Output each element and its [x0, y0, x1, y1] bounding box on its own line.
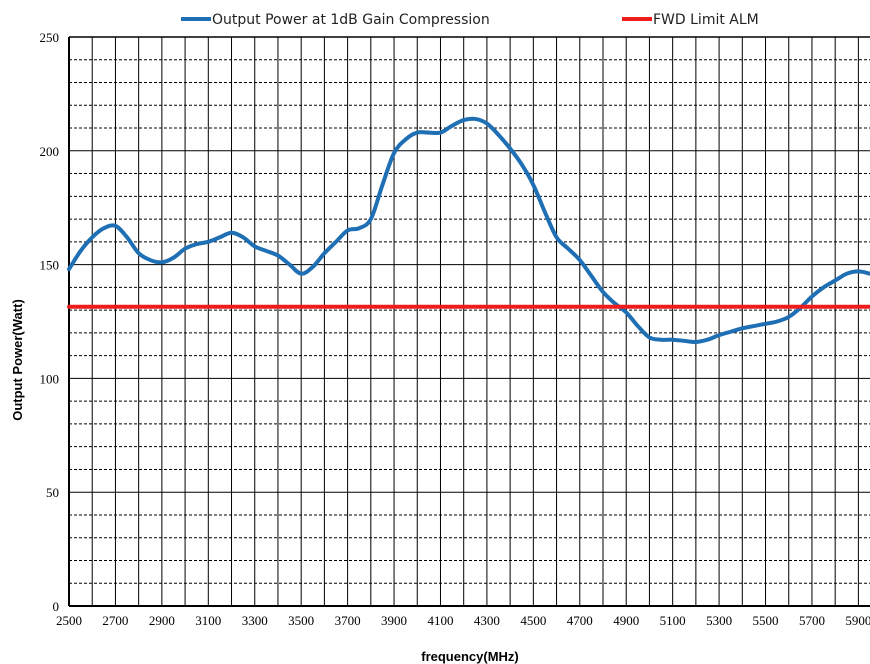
- tick-labels: 0 50 100 150 200 250 2500 2700 2900 3100 3300 3500 3…: [40, 30, 870, 628]
- y-tick-label: 250: [40, 30, 60, 45]
- x-tick-label: 3900: [381, 613, 407, 628]
- x-tick-label: 2500: [56, 613, 82, 628]
- x-tick-label: 3500: [288, 613, 314, 628]
- x-tick-label: 5500: [753, 613, 779, 628]
- x-tick-label: 2700: [102, 613, 128, 628]
- y-tick-label: 100: [40, 371, 60, 386]
- x-tick-label: 4900: [613, 613, 639, 628]
- y-tick-label: 50: [46, 485, 59, 500]
- y-tick-label: 200: [40, 144, 60, 159]
- axes: [68, 37, 870, 607]
- y-tick-label: 0: [53, 599, 60, 614]
- legend-label-output-power: Output Power at 1dB Gain Compression: [212, 12, 490, 28]
- x-tick-label: 5300: [706, 613, 732, 628]
- x-tick-label: 3700: [335, 613, 361, 628]
- chart-legend: Output Power at 1dB Gain Compression FWD…: [181, 12, 759, 28]
- x-tick-label: 4700: [567, 613, 593, 628]
- y-axis-title: Output Power(Watt): [10, 299, 25, 421]
- x-tick-label: 2900: [149, 613, 175, 628]
- x-axis-title: frequency(MHz): [421, 649, 519, 664]
- x-tick-label: 4300: [474, 613, 500, 628]
- grid-lines: [69, 36, 870, 606]
- x-tick-label: 4100: [427, 613, 453, 628]
- legend-label-fwd-limit: FWD Limit ALM: [653, 12, 759, 28]
- y-tick-label: 150: [40, 258, 60, 273]
- x-tick-label: 5100: [660, 613, 686, 628]
- x-tick-label: 3300: [242, 613, 268, 628]
- data-series: [67, 116, 870, 345]
- x-tick-label: 4500: [520, 613, 546, 628]
- x-tick-label: 5900: [845, 613, 870, 628]
- x-tick-label: 3100: [195, 613, 221, 628]
- series-line-output-power: [67, 116, 870, 345]
- x-tick-label: 5700: [799, 613, 825, 628]
